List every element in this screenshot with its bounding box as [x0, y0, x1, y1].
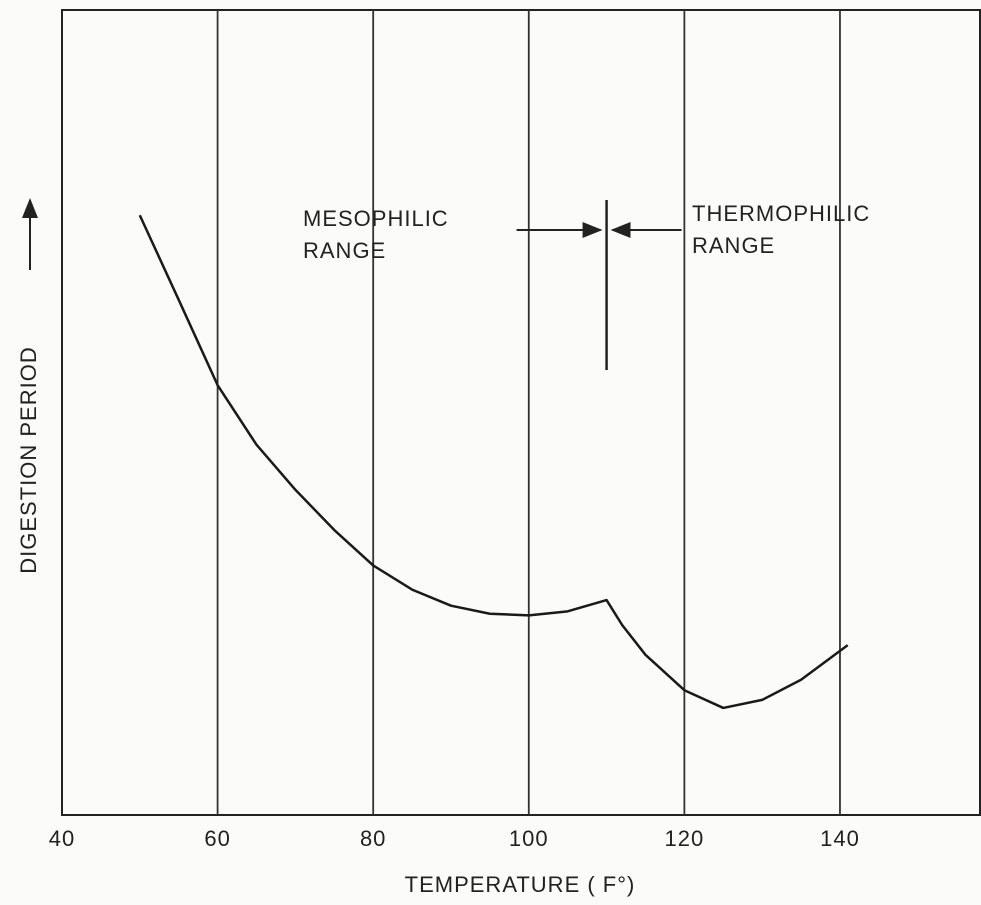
data-line — [140, 215, 848, 708]
x-axis-label: TEMPERATURE ( F°) — [405, 872, 636, 897]
x-tick-label: 80 — [360, 826, 386, 851]
chart: TEMPERATURE ( F°) DIGESTION PERIOD 40 60 8… — [0, 0, 981, 905]
plot-frame — [62, 10, 980, 815]
y-axis-label: DIGESTION PERIOD — [16, 346, 41, 573]
annotation: RANGE — [692, 233, 775, 258]
x-tick-label: 120 — [665, 826, 705, 851]
x-tick-label: 100 — [509, 826, 549, 851]
x-tick-label: 60 — [204, 826, 230, 851]
x-tick-label: 140 — [820, 826, 860, 851]
x-tick-label: 40 — [49, 826, 75, 851]
annotation: THERMOPHILIC — [692, 201, 870, 226]
annotation: RANGE — [303, 238, 386, 263]
annotation: MESOPHILIC — [303, 206, 449, 231]
